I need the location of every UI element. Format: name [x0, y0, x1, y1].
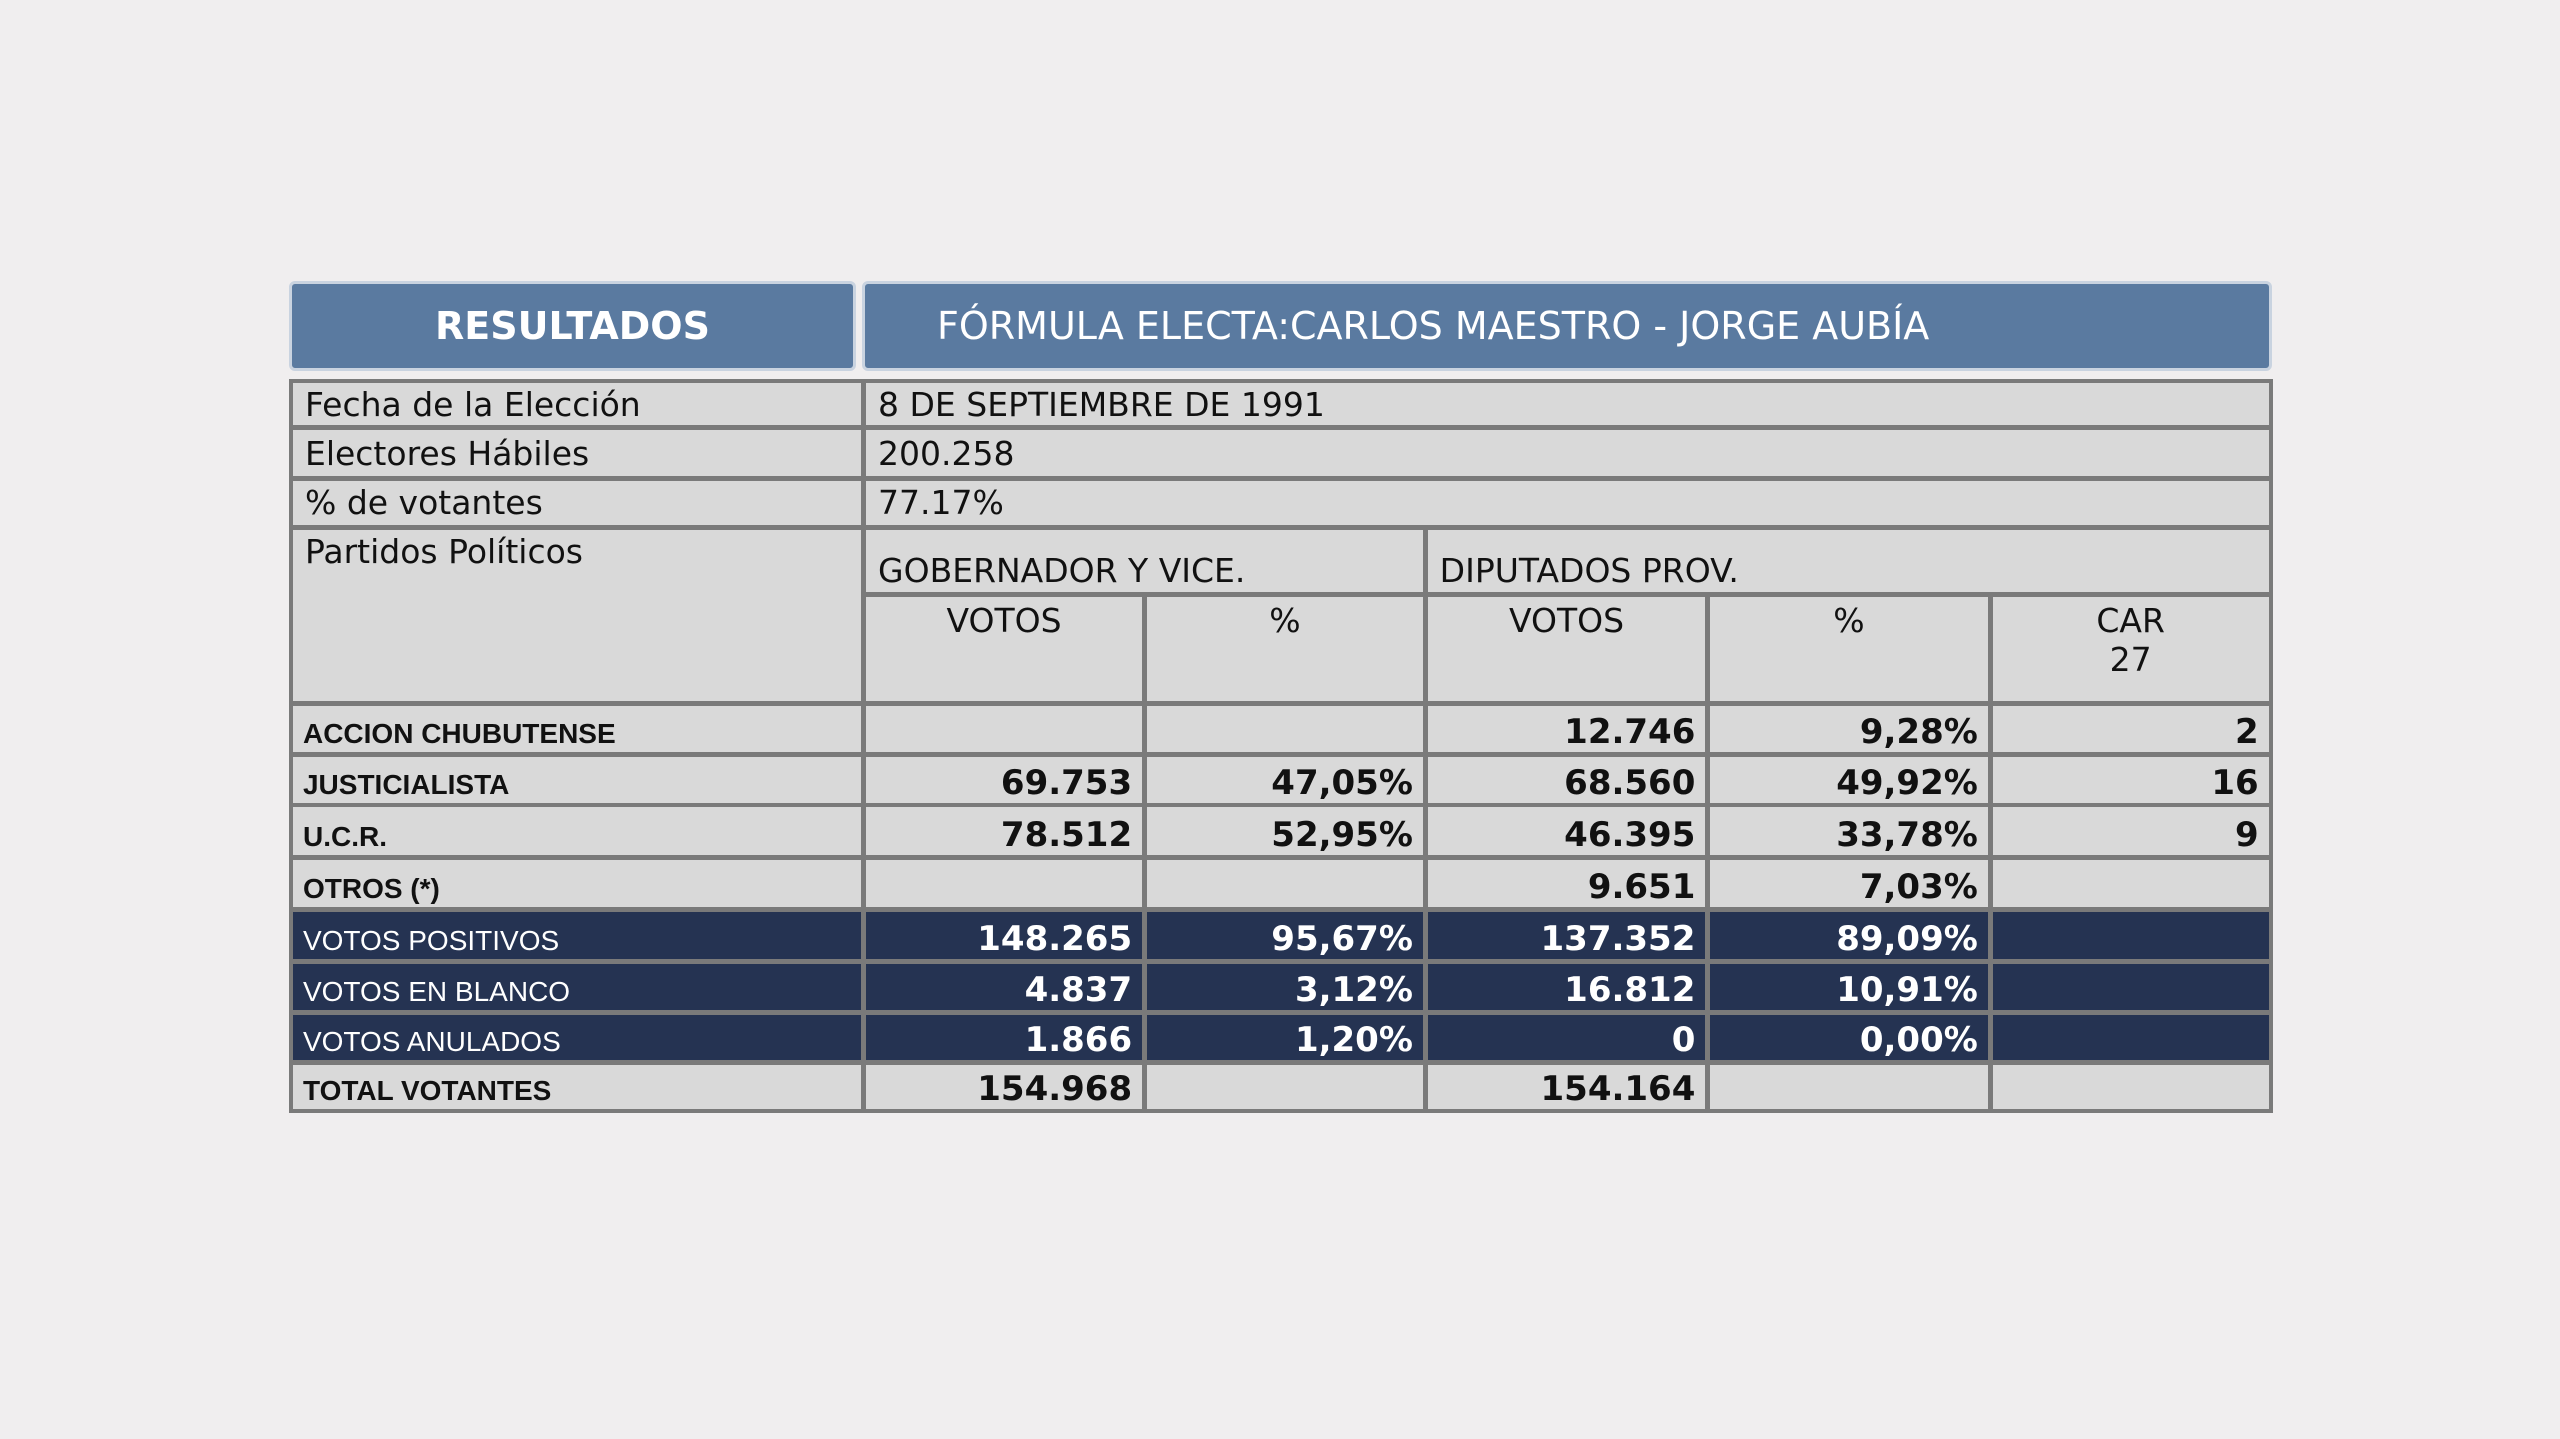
cell: 1,20% — [1142, 1010, 1427, 1065]
parties-label: Partidos Políticos — [288, 525, 866, 706]
cell — [1988, 1061, 2273, 1114]
group-header: DIPUTADOS PROV. — [1423, 525, 2273, 596]
row-label: OTROS (*) — [288, 855, 866, 911]
cell — [1142, 702, 1427, 756]
cell — [1706, 1061, 1992, 1114]
row-label: JUSTICIALISTA — [288, 752, 866, 807]
sub-header: % — [1706, 592, 1992, 706]
cell: 52,95% — [1142, 803, 1427, 859]
cell: 0,00% — [1706, 1010, 1992, 1065]
info-label: Fecha de la Elección — [288, 378, 866, 430]
cell: 68.560 — [1423, 752, 1710, 807]
cell — [1988, 1010, 2273, 1065]
cell: 154.968 — [862, 1061, 1147, 1114]
group-header: GOBERNADOR Y VICE. — [862, 525, 1427, 596]
cell: 9.651 — [1423, 855, 1710, 911]
cell: 154.164 — [1423, 1061, 1710, 1114]
info-value: 200.258 — [862, 426, 2273, 480]
cell — [1142, 1061, 1427, 1114]
cell: 49,92% — [1706, 752, 1992, 807]
cell — [862, 702, 1147, 756]
cell: 46.395 — [1423, 803, 1710, 859]
cell: 16 — [1988, 752, 2273, 807]
sub-header: VOTOS — [862, 592, 1147, 706]
cell: 12.746 — [1423, 702, 1710, 756]
cell: 78.512 — [862, 803, 1147, 859]
info-label: % de votantes — [288, 476, 866, 529]
cell: 95,67% — [1142, 907, 1427, 964]
cell: 69.753 — [862, 752, 1147, 807]
results-header: RESULTADOS — [289, 281, 856, 371]
row-label: TOTAL VOTANTES — [288, 1061, 866, 1114]
formula-header: FÓRMULA ELECTA:CARLOS MAESTRO - JORGE AU… — [862, 281, 2272, 371]
cell: 4.837 — [862, 960, 1147, 1014]
cell: 148.265 — [862, 907, 1147, 964]
row-label: VOTOS EN BLANCO — [288, 960, 866, 1014]
row-label: ACCION CHUBUTENSE — [288, 702, 866, 756]
cell: 3,12% — [1142, 960, 1427, 1014]
cell: 7,03% — [1706, 855, 1992, 911]
row-label: VOTOS POSITIVOS — [288, 907, 866, 964]
cell: 47,05% — [1142, 752, 1427, 807]
cell: 89,09% — [1706, 907, 1992, 964]
cell — [1988, 855, 2273, 911]
sub-header-text: CAR — [2096, 600, 2165, 640]
info-value: 77.17% — [862, 476, 2273, 529]
cell: 0 — [1423, 1010, 1710, 1065]
cell — [1988, 960, 2273, 1014]
info-value: 8 DE SEPTIEMBRE DE 1991 — [862, 378, 2273, 430]
cell: 33,78% — [1706, 803, 1992, 859]
sub-header: VOTOS — [1423, 592, 1710, 706]
sub-header: CAR 27 — [1988, 592, 2273, 706]
cell: 137.352 — [1423, 907, 1710, 964]
cell: 10,91% — [1706, 960, 1992, 1014]
cell: 16.812 — [1423, 960, 1710, 1014]
cell — [862, 855, 1147, 911]
cell — [1142, 855, 1427, 911]
row-label: U.C.R. — [288, 803, 866, 859]
sub-header-text: 27 — [2109, 639, 2152, 679]
cell — [1988, 907, 2273, 964]
cell: 2 — [1988, 702, 2273, 756]
row-label: VOTOS ANULADOS — [288, 1010, 866, 1065]
cell: 1.866 — [862, 1010, 1147, 1065]
info-label: Electores Hábiles — [288, 426, 866, 480]
sub-header: % — [1142, 592, 1427, 706]
cell: 9,28% — [1706, 702, 1992, 756]
cell: 9 — [1988, 803, 2273, 859]
